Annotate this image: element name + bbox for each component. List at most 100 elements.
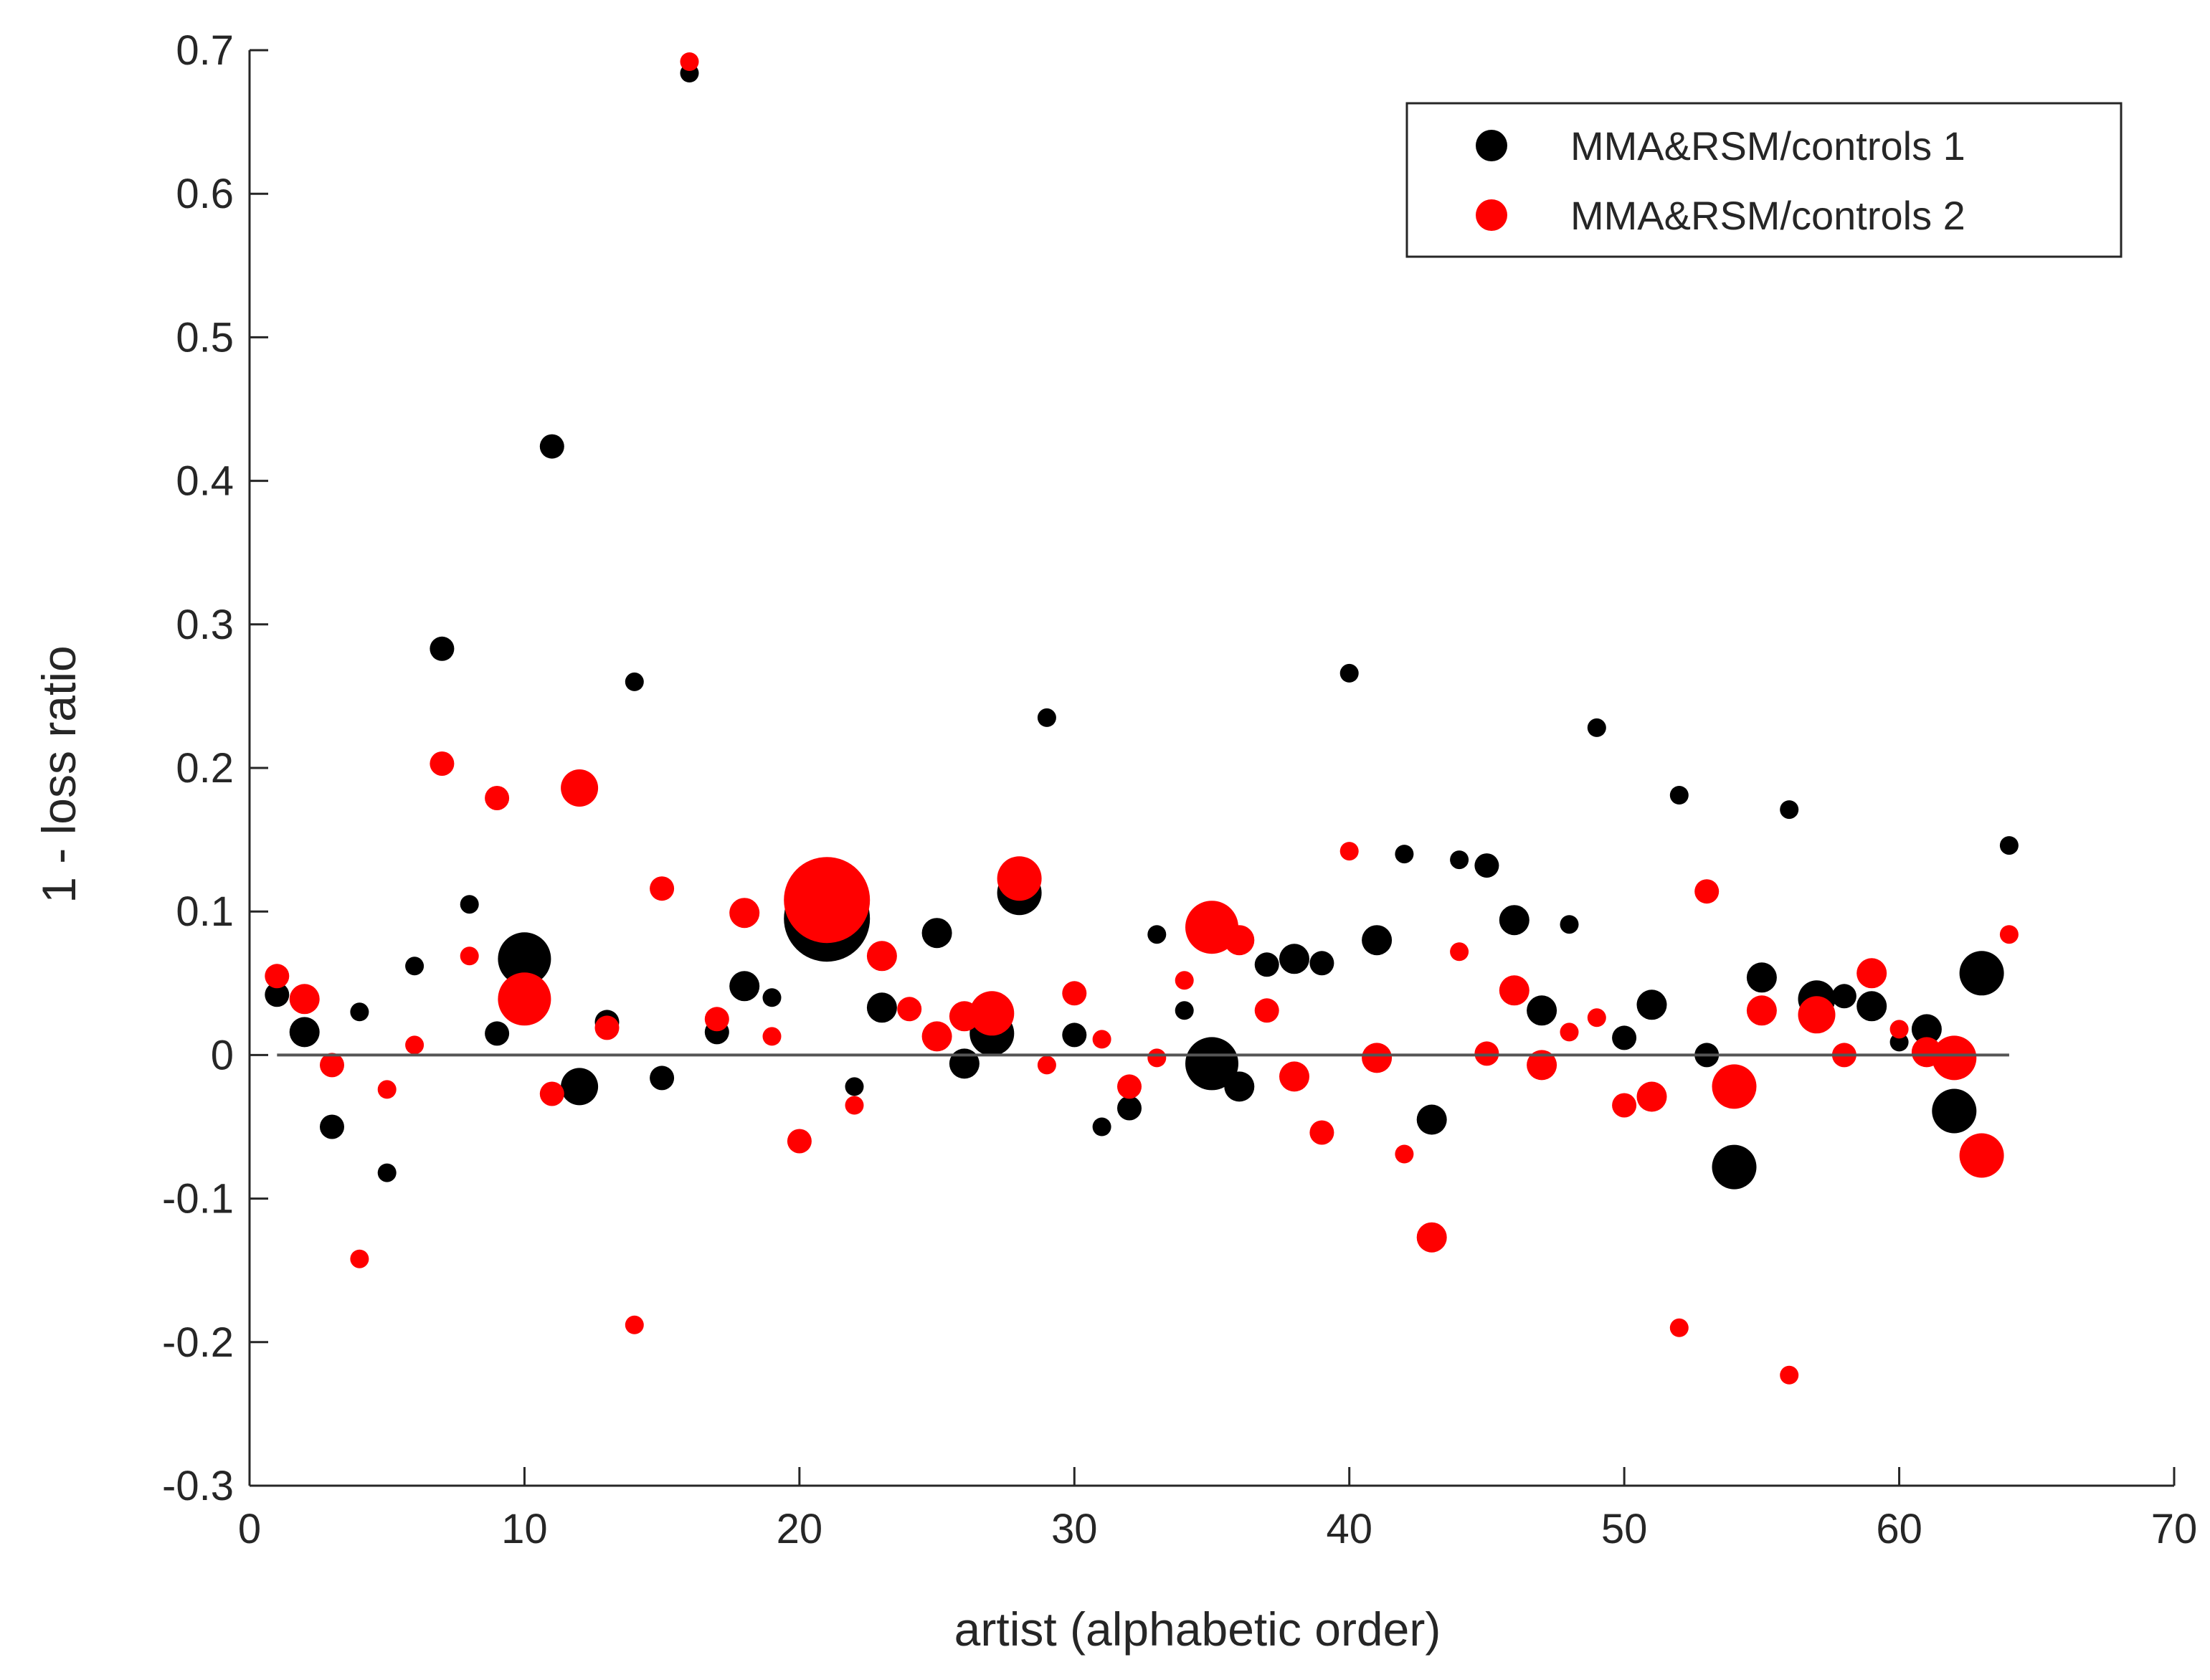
marker-series-2-point-48 (1560, 1022, 1579, 1042)
marker-series-1-point-61 (1932, 1088, 1977, 1134)
legend-label-series-2: MMA&RSM/controls 2 (1570, 193, 1965, 238)
marker-series-1-point-24 (921, 918, 952, 949)
plot-markers (265, 52, 2019, 1385)
marker-series-2-point-38 (1279, 1061, 1309, 1092)
marker-series-2-point-56 (1780, 1365, 1799, 1385)
y-axis-label: 1 - loss ratio (32, 645, 85, 903)
marker-series-1-point-32 (1147, 925, 1167, 944)
marker-series-1-point-51 (1669, 786, 1689, 805)
marker-series-2-point-33 (1147, 1048, 1167, 1068)
y-tick-label: 0.7 (176, 27, 234, 74)
marker-series-2-point-20 (787, 1129, 812, 1154)
marker-series-2-point-44 (1450, 942, 1469, 962)
y-tick-label: 0 (211, 1032, 234, 1078)
marker-series-2-point-10 (498, 972, 551, 1026)
marker-series-2-point-13 (594, 1015, 620, 1040)
marker-series-1-point-36 (1254, 952, 1279, 977)
marker-series-1-point-14 (625, 672, 644, 691)
marker-series-2-point-36 (1224, 925, 1255, 956)
marker-series-2-point-29 (1037, 1055, 1056, 1075)
marker-series-1-point-23 (866, 992, 897, 1023)
marker-series-2-point-37 (1254, 998, 1279, 1023)
marker-series-2-point-23 (866, 941, 897, 972)
y-tick-label: -0.2 (162, 1319, 234, 1366)
marker-series-1-point-31 (1117, 1096, 1142, 1121)
marker-series-1-point-48 (1587, 718, 1606, 737)
marker-series-2-point-49 (1587, 1008, 1606, 1028)
tick-labels: 0 10 20 30 40 50 60 70 -0.3 -0.2 -0.1 0 0.1 0.2 0.3 0.4… (162, 27, 2197, 1552)
marker-series-1-point-44 (1474, 853, 1499, 878)
legend-marker-series-2 (1476, 199, 1507, 231)
marker-series-2-point-8 (460, 946, 479, 966)
marker-series-2-point-2 (289, 984, 320, 1015)
marker-series-1-point-37 (1279, 944, 1309, 974)
x-tick-label: 70 (2151, 1506, 2198, 1552)
marker-series-2-point-62 (1932, 1035, 1977, 1081)
marker-series-1-point-45 (1499, 905, 1530, 936)
y-tick-label: -0.1 (162, 1176, 234, 1223)
marker-series-2-point-11 (539, 1081, 564, 1106)
marker-series-1-point-18 (729, 971, 760, 1002)
marker-series-2-point-7 (430, 751, 455, 776)
x-tick-label: 20 (777, 1506, 823, 1552)
marker-series-2-point-6 (405, 1035, 425, 1055)
marker-series-2-point-24 (897, 997, 922, 1022)
marker-series-2-point-3 (320, 1053, 344, 1078)
x-tick-label: 60 (1876, 1506, 1922, 1552)
marker-series-1-point-5 (377, 1163, 397, 1182)
marker-series-2-point-21 (784, 857, 871, 944)
y-tick-label: 0.4 (176, 458, 234, 505)
marker-series-1-point-15 (650, 1066, 675, 1091)
marker-series-1-point-47 (1560, 915, 1579, 934)
marker-series-1-point-2 (289, 1017, 320, 1048)
marker-series-1-point-9 (485, 1021, 510, 1046)
marker-series-2-point-4 (350, 1249, 369, 1268)
marker-series-1-point-34 (1185, 1037, 1238, 1091)
marker-series-2-point-5 (377, 1080, 397, 1099)
x-axis-label: artist (alphabetic order) (954, 1603, 1441, 1656)
marker-series-2-point-53 (1694, 879, 1720, 904)
marker-series-2-point-15 (650, 876, 675, 901)
marker-series-1-point-43 (1450, 850, 1469, 870)
marker-series-1-point-3 (320, 1114, 344, 1139)
marker-series-2-point-46 (1499, 975, 1530, 1006)
marker-series-1-point-1 (265, 982, 290, 1007)
plot-axes (248, 49, 2176, 1487)
marker-series-1-point-4 (350, 1002, 369, 1022)
x-tick-label: 10 (501, 1506, 548, 1552)
y-tick-label: -0.3 (162, 1463, 234, 1509)
marker-series-1-point-6 (405, 957, 425, 976)
marker-series-2-point-51 (1636, 1081, 1667, 1112)
marker-series-2-point-14 (625, 1315, 644, 1334)
marker-series-1-point-39 (1339, 663, 1359, 683)
marker-series-2-point-18 (729, 898, 760, 929)
marker-series-2-point-57 (1798, 996, 1836, 1034)
legend: MMA&RSM/controls 1 MMA&RSM/controls 2 (1405, 102, 2123, 258)
marker-series-2-point-50 (1612, 1093, 1637, 1118)
marker-series-1-point-63 (1999, 836, 2019, 855)
marker-series-2-point-59 (1856, 958, 1887, 989)
marker-series-1-point-57 (1831, 984, 1856, 1009)
marker-series-2-point-43 (1416, 1222, 1447, 1253)
marker-series-1-point-53 (1712, 1144, 1757, 1190)
legend-label-series-1: MMA&RSM/controls 1 (1570, 123, 1965, 169)
marker-series-1-point-55 (1780, 800, 1799, 820)
marker-series-2-point-25 (921, 1021, 952, 1052)
marker-series-1-point-8 (460, 895, 479, 914)
marker-series-1-point-58 (1856, 991, 1887, 1022)
marker-series-1-point-29 (1062, 1022, 1087, 1048)
marker-series-2-point-28 (997, 856, 1042, 901)
marker-series-1-point-40 (1362, 925, 1393, 956)
marker-series-1-point-46 (1527, 995, 1557, 1026)
marker-series-2-point-55 (1746, 995, 1777, 1026)
marker-series-2-point-22 (845, 1096, 864, 1115)
y-tick-label: 0.5 (176, 314, 234, 361)
y-tick-label: 0.6 (176, 171, 234, 217)
marker-series-1-point-7 (430, 636, 455, 661)
marker-series-1-point-54 (1746, 962, 1777, 993)
marker-series-1-point-59 (1889, 1033, 1909, 1052)
marker-series-1-point-12 (561, 1068, 599, 1106)
marker-series-1-point-11 (539, 434, 564, 459)
marker-series-2-point-54 (1712, 1064, 1757, 1109)
